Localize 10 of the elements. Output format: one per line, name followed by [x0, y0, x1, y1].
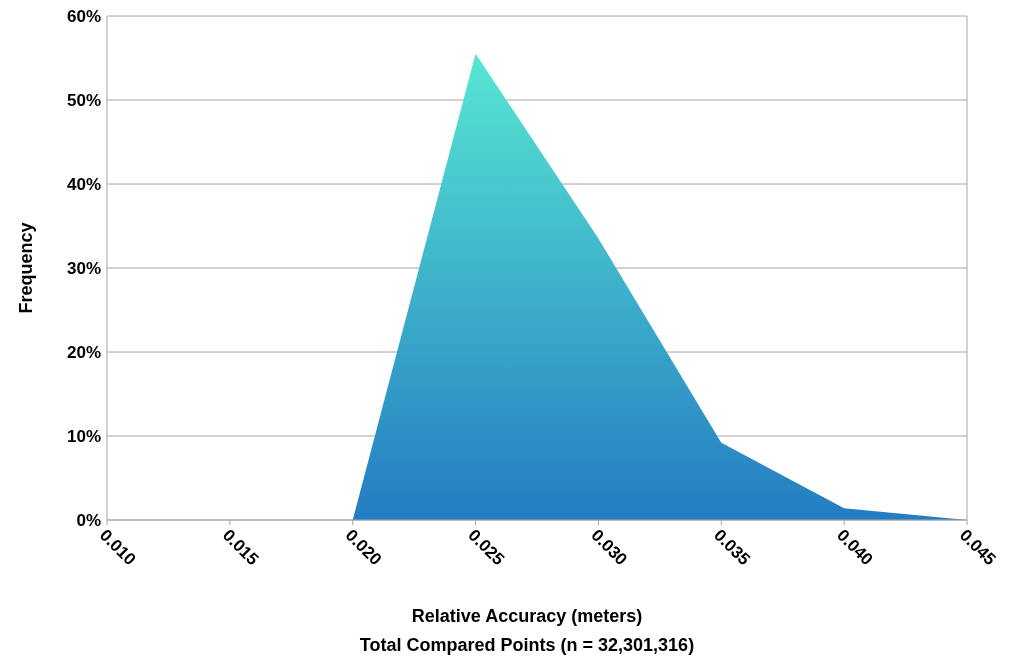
x-axis-title: Relative Accuracy (meters) — [411, 606, 643, 626]
y-tick-label: 20% — [66, 342, 101, 362]
y-tick-label: 40% — [66, 174, 101, 194]
y-tick-label: 0% — [76, 510, 101, 530]
y-tick-label: 60% — [66, 6, 101, 26]
y-tick-label: 10% — [66, 426, 101, 446]
y-tick-label: 30% — [66, 258, 101, 278]
y-tick-label: 50% — [66, 90, 101, 110]
text: Total Compared Points (n = 32,301,316) — [359, 635, 695, 655]
y-axis-title: Frequency — [16, 222, 37, 314]
